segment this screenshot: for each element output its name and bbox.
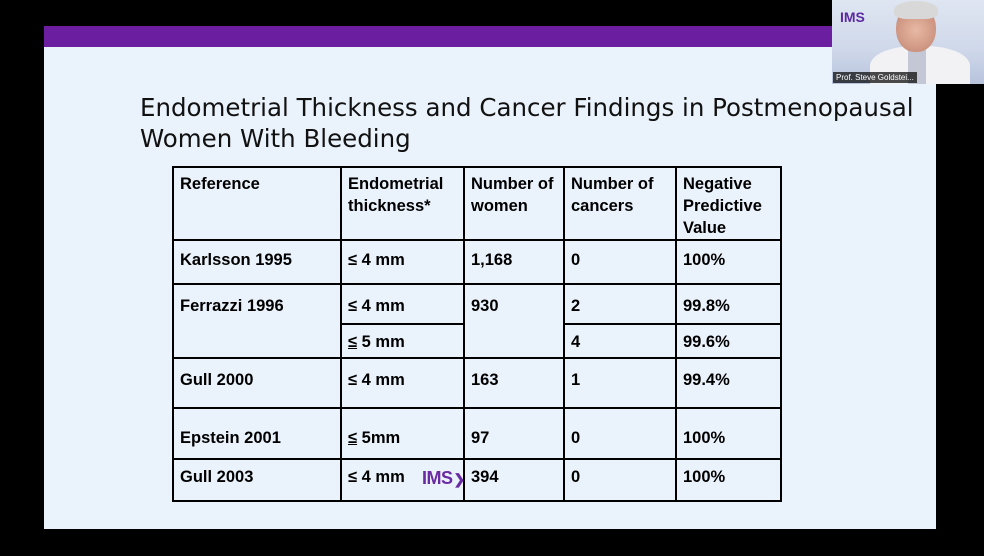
participant-video-tile[interactable]: IMS Prof. Steve Goldstei...	[832, 0, 984, 84]
reference-cell: Ferrazzi 1996	[172, 283, 342, 359]
less-equal-symbol: ≤	[348, 333, 358, 351]
ims-logo-text: IMS	[422, 468, 453, 488]
reference-cell: Epstein 2001	[172, 407, 342, 460]
cancers-cell: 0	[563, 458, 677, 502]
thickness-value: 5mm	[361, 429, 401, 447]
npv-cell: 100%	[675, 407, 782, 460]
cancers-cell: 4	[563, 323, 677, 359]
participant-hair	[894, 1, 938, 19]
table-header-row: Reference Endometrial thickness* Number …	[172, 166, 782, 241]
cancers-cell: 2	[563, 283, 677, 325]
cancers-cell: 0	[563, 239, 677, 285]
thickness-cell: ≤ 4 mm	[340, 283, 465, 325]
findings-table: Reference Endometrial thickness* Number …	[172, 166, 782, 502]
table-row: Gull 2000 ≤ 4 mm 163 1 99.4%	[172, 357, 782, 409]
column-header: Negative Predictive Value	[675, 166, 782, 241]
column-header: Reference	[172, 166, 342, 241]
table-row: Gull 2003 ≤ 4 mm 394 0 100%	[172, 458, 782, 502]
ims-logo: IMS	[840, 9, 865, 25]
table-row: Ferrazzi 1996 ≤ 4 mm 930 2 99.8%	[172, 283, 782, 359]
npv-cell: 100%	[675, 239, 782, 285]
reference-cell: Gull 2003	[172, 458, 342, 502]
women-cell: 163	[463, 357, 565, 409]
thickness-cell: ≤ 4 mm	[340, 458, 465, 502]
npv-cell: 99.4%	[675, 357, 782, 409]
women-cell: 394	[463, 458, 565, 502]
ims-logo-watermark: IMS❯	[422, 468, 465, 489]
table-row: Karlsson 1995 ≤ 4 mm 1,168 0 100%	[172, 239, 782, 285]
thickness-cell: ≤ 5 mm	[340, 323, 465, 359]
women-cell: 1,168	[463, 239, 565, 285]
thickness-value: 5 mm	[361, 333, 405, 351]
reference-cell: Gull 2000	[172, 357, 342, 409]
chevron-right-icon: ❯	[453, 471, 466, 487]
cancers-cell: 0	[563, 407, 677, 460]
thickness-cell: ≤ 4 mm	[340, 239, 465, 285]
table-row: Epstein 2001 ≤ 5mm 97 0 100%	[172, 407, 782, 460]
cancers-cell: 1	[563, 357, 677, 409]
table-row: ≤ 5 mm 4 99.6%	[173, 323, 782, 359]
women-cell: 97	[463, 407, 565, 460]
column-header: Endometrial thickness*	[340, 166, 465, 241]
slide-title: Endometrial Thickness and Cancer Finding…	[140, 93, 914, 153]
column-header: Number of cancers	[563, 166, 677, 241]
women-cell: 930	[463, 283, 565, 359]
reference-cell: Karlsson 1995	[172, 239, 342, 285]
thickness-cell: ≤ 4 mm	[340, 357, 465, 409]
less-equal-symbol: ≤	[348, 429, 358, 447]
npv-cell: 99.8%	[675, 283, 782, 325]
npv-cell: 99.6%	[675, 323, 782, 359]
npv-cell: 100%	[675, 458, 782, 502]
slide-header-bar	[44, 26, 936, 47]
column-header: Number of women	[463, 166, 565, 241]
participant-name-label: Prof. Steve Goldstei...	[833, 72, 917, 83]
thickness-cell: ≤ 5mm	[340, 407, 465, 460]
